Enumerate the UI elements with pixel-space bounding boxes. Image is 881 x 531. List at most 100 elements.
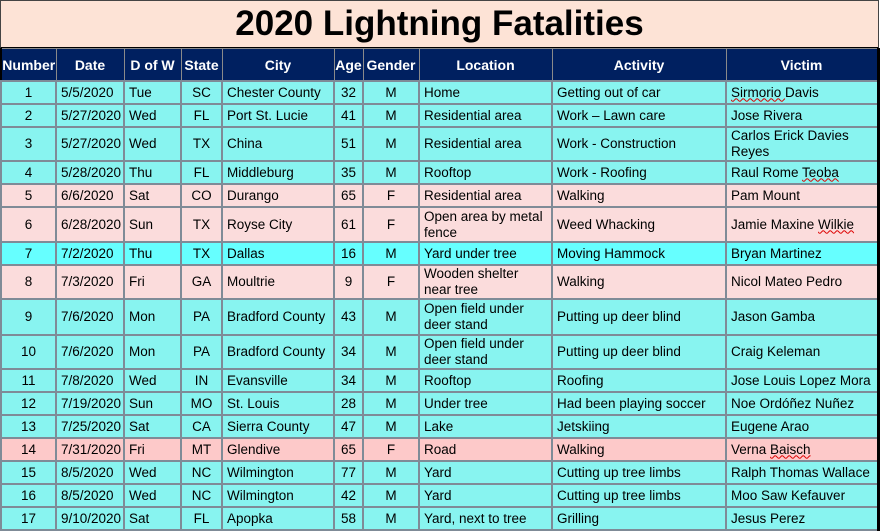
cell-age[interactable]: 41 bbox=[333, 103, 364, 128]
cell-date[interactable]: 7/3/2020 bbox=[55, 264, 125, 300]
cell-location[interactable]: Rooftop bbox=[418, 368, 553, 393]
cell-victim[interactable]: Nicol Mateo Pedro bbox=[725, 264, 879, 300]
cell-state[interactable]: CO bbox=[180, 183, 223, 208]
cell-gender[interactable]: M bbox=[362, 483, 420, 508]
cell-state[interactable]: IN bbox=[180, 368, 223, 393]
cell-activity[interactable]: Getting out of car bbox=[551, 80, 727, 105]
cell-gender[interactable]: M bbox=[362, 506, 420, 531]
cell-gender[interactable]: M bbox=[362, 160, 420, 185]
cell-victim[interactable]: Verna Baisch bbox=[725, 437, 879, 462]
cell-state[interactable]: MT bbox=[180, 437, 223, 462]
cell-victim[interactable]: Bryan Martinez bbox=[725, 241, 879, 266]
cell-number[interactable]: 2 bbox=[0, 103, 57, 128]
column-header-victim[interactable]: Victim bbox=[725, 48, 879, 82]
cell-gender[interactable]: M bbox=[362, 414, 420, 439]
cell-location[interactable]: Yard bbox=[418, 483, 553, 508]
cell-city[interactable]: Dallas bbox=[221, 241, 335, 266]
cell-city[interactable]: Bradford County bbox=[221, 298, 335, 336]
cell-age[interactable]: 9 bbox=[333, 264, 364, 300]
cell-state[interactable]: NC bbox=[180, 460, 223, 485]
cell-number[interactable]: 8 bbox=[0, 264, 57, 300]
cell-age[interactable]: 34 bbox=[333, 334, 364, 370]
cell-city[interactable]: Wilmington bbox=[221, 460, 335, 485]
cell-gender[interactable]: M bbox=[362, 334, 420, 370]
cell-age[interactable]: 43 bbox=[333, 298, 364, 336]
cell-number[interactable]: 15 bbox=[0, 460, 57, 485]
cell-age[interactable]: 42 bbox=[333, 483, 364, 508]
cell-location[interactable]: Yard, next to tree bbox=[418, 506, 553, 531]
cell-activity[interactable]: Work – Lawn care bbox=[551, 103, 727, 128]
cell-activity[interactable]: Cutting up tree limbs bbox=[551, 483, 727, 508]
cell-number[interactable]: 5 bbox=[0, 183, 57, 208]
cell-dow[interactable]: Sat bbox=[123, 414, 182, 439]
cell-date[interactable]: 5/5/2020 bbox=[55, 80, 125, 105]
cell-victim[interactable]: Jose Rivera bbox=[725, 103, 879, 128]
cell-location[interactable]: Rooftop bbox=[418, 160, 553, 185]
cell-gender[interactable]: M bbox=[362, 126, 420, 162]
cell-state[interactable]: FL bbox=[180, 103, 223, 128]
cell-date[interactable]: 7/2/2020 bbox=[55, 241, 125, 266]
cell-number[interactable]: 10 bbox=[0, 334, 57, 370]
column-header-activity[interactable]: Activity bbox=[551, 48, 727, 82]
cell-state[interactable]: TX bbox=[180, 126, 223, 162]
cell-dow[interactable]: Thu bbox=[123, 160, 182, 185]
cell-activity[interactable]: Walking bbox=[551, 437, 727, 462]
cell-location[interactable]: Under tree bbox=[418, 391, 553, 416]
cell-number[interactable]: 7 bbox=[0, 241, 57, 266]
cell-victim[interactable]: Carlos Erick Davies Reyes bbox=[725, 126, 879, 162]
cell-activity[interactable]: Grilling bbox=[551, 506, 727, 531]
cell-age[interactable]: 77 bbox=[333, 460, 364, 485]
column-header-state[interactable]: State bbox=[180, 48, 223, 82]
cell-victim[interactable]: Eugene Arao bbox=[725, 414, 879, 439]
cell-dow[interactable]: Thu bbox=[123, 241, 182, 266]
cell-victim[interactable]: Craig Keleman bbox=[725, 334, 879, 370]
cell-state[interactable]: CA bbox=[180, 414, 223, 439]
cell-dow[interactable]: Mon bbox=[123, 298, 182, 336]
cell-number[interactable]: 9 bbox=[0, 298, 57, 336]
cell-state[interactable]: MO bbox=[180, 391, 223, 416]
cell-state[interactable]: FL bbox=[180, 506, 223, 531]
cell-dow[interactable]: Tue bbox=[123, 80, 182, 105]
cell-date[interactable]: 7/19/2020 bbox=[55, 391, 125, 416]
cell-dow[interactable]: Wed bbox=[123, 483, 182, 508]
cell-victim[interactable]: Jason Gamba bbox=[725, 298, 879, 336]
cell-activity[interactable]: Jetskiing bbox=[551, 414, 727, 439]
cell-number[interactable]: 16 bbox=[0, 483, 57, 508]
cell-gender[interactable]: F bbox=[362, 183, 420, 208]
cell-victim[interactable]: Jose Louis Lopez Mora bbox=[725, 368, 879, 393]
cell-location[interactable]: Yard under tree bbox=[418, 241, 553, 266]
cell-dow[interactable]: Sat bbox=[123, 506, 182, 531]
cell-location[interactable]: Residential area bbox=[418, 183, 553, 208]
cell-activity[interactable]: Cutting up tree limbs bbox=[551, 460, 727, 485]
cell-number[interactable]: 17 bbox=[0, 506, 57, 531]
cell-dow[interactable]: Wed bbox=[123, 368, 182, 393]
cell-gender[interactable]: M bbox=[362, 241, 420, 266]
cell-date[interactable]: 8/5/2020 bbox=[55, 483, 125, 508]
cell-state[interactable]: PA bbox=[180, 334, 223, 370]
cell-state[interactable]: FL bbox=[180, 160, 223, 185]
cell-date[interactable]: 5/27/2020 bbox=[55, 103, 125, 128]
cell-gender[interactable]: M bbox=[362, 298, 420, 336]
cell-victim[interactable]: Jamie Maxine Wilkie bbox=[725, 206, 879, 243]
cell-age[interactable]: 58 bbox=[333, 506, 364, 531]
cell-victim[interactable]: Jesus Perez bbox=[725, 506, 879, 531]
cell-dow[interactable]: Mon bbox=[123, 334, 182, 370]
cell-age[interactable]: 16 bbox=[333, 241, 364, 266]
cell-gender[interactable]: F bbox=[362, 206, 420, 243]
cell-city[interactable]: Chester County bbox=[221, 80, 335, 105]
cell-activity[interactable]: Putting up deer blind bbox=[551, 334, 727, 370]
cell-activity[interactable]: Weed Whacking bbox=[551, 206, 727, 243]
cell-city[interactable]: Apopka bbox=[221, 506, 335, 531]
cell-age[interactable]: 61 bbox=[333, 206, 364, 243]
column-header-age[interactable]: Age bbox=[333, 48, 364, 82]
cell-age[interactable]: 34 bbox=[333, 368, 364, 393]
cell-date[interactable]: 6/28/2020 bbox=[55, 206, 125, 243]
cell-dow[interactable]: Sat bbox=[123, 183, 182, 208]
column-header-city[interactable]: City bbox=[221, 48, 335, 82]
cell-age[interactable]: 51 bbox=[333, 126, 364, 162]
cell-state[interactable]: GA bbox=[180, 264, 223, 300]
cell-gender[interactable]: M bbox=[362, 391, 420, 416]
cell-date[interactable]: 7/6/2020 bbox=[55, 298, 125, 336]
cell-date[interactable]: 8/5/2020 bbox=[55, 460, 125, 485]
cell-activity[interactable]: Roofing bbox=[551, 368, 727, 393]
